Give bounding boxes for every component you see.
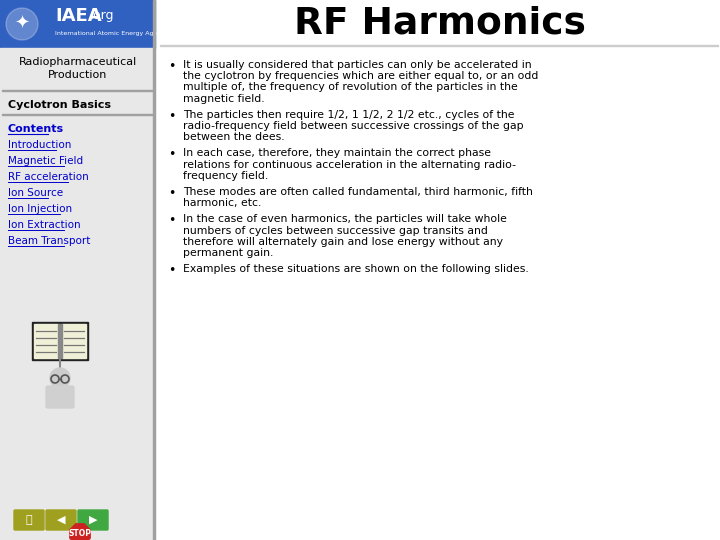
- Text: •: •: [168, 110, 176, 123]
- Text: •: •: [168, 148, 176, 161]
- Text: The particles then require 1/2, 1 1/2, 2 1/2 etc., cycles of the: The particles then require 1/2, 1 1/2, 2…: [183, 110, 515, 120]
- Text: RF acceleration: RF acceleration: [8, 172, 89, 182]
- Text: multiple of, the frequency of revolution of the particles in the: multiple of, the frequency of revolution…: [183, 83, 518, 92]
- Text: Introduction: Introduction: [8, 140, 71, 150]
- Text: frequency field.: frequency field.: [183, 171, 269, 181]
- Bar: [160, 45, 718, 46]
- Text: magnetic field.: magnetic field.: [183, 93, 265, 104]
- Text: •: •: [168, 187, 176, 200]
- Text: harmonic, etc.: harmonic, etc.: [183, 198, 261, 208]
- FancyBboxPatch shape: [46, 386, 74, 408]
- Bar: [2, 90, 153, 91]
- Text: Ion Source: Ion Source: [8, 188, 63, 198]
- Text: Magnetic Field: Magnetic Field: [8, 156, 83, 166]
- Text: It is usually considered that particles can only be accelerated in: It is usually considered that particles …: [183, 60, 531, 70]
- FancyBboxPatch shape: [14, 510, 44, 530]
- Text: Beam Transport: Beam Transport: [8, 236, 91, 246]
- Text: •: •: [168, 264, 176, 277]
- Text: ⏮: ⏮: [26, 515, 32, 525]
- Text: relations for continuous acceleration in the alternating radio-: relations for continuous acceleration in…: [183, 160, 516, 170]
- Text: •: •: [168, 214, 176, 227]
- Text: IAEA: IAEA: [55, 7, 102, 25]
- FancyBboxPatch shape: [78, 510, 108, 530]
- Bar: [58, 324, 62, 358]
- Bar: [153, 0, 155, 540]
- Text: radio-frequency field between successive crossings of the gap: radio-frequency field between successive…: [183, 121, 523, 131]
- Bar: [0, 0, 155, 48]
- Text: Ion Injection: Ion Injection: [8, 204, 72, 214]
- Text: In the case of even harmonics, the particles will take whole: In the case of even harmonics, the parti…: [183, 214, 507, 225]
- Circle shape: [50, 368, 70, 388]
- Text: ▶: ▶: [89, 515, 97, 525]
- Text: permanent gain.: permanent gain.: [183, 248, 274, 258]
- Bar: [0, 48, 155, 540]
- Text: between the dees.: between the dees.: [183, 132, 284, 142]
- Bar: [2, 114, 153, 115]
- Text: ✦: ✦: [14, 15, 30, 33]
- Text: •: •: [168, 60, 176, 73]
- Text: numbers of cycles between successive gap transits and: numbers of cycles between successive gap…: [183, 226, 488, 235]
- Text: ◀: ◀: [57, 515, 66, 525]
- Circle shape: [6, 8, 38, 40]
- Text: STOP: STOP: [68, 530, 91, 538]
- Text: .org: .org: [90, 10, 114, 23]
- Text: RF Harmonics: RF Harmonics: [294, 6, 586, 42]
- Text: Radiopharmaceutical: Radiopharmaceutical: [19, 57, 137, 67]
- Bar: [62, 324, 86, 358]
- Text: therefore will alternately gain and lose energy without any: therefore will alternately gain and lose…: [183, 237, 503, 247]
- Text: Ion Extraction: Ion Extraction: [8, 220, 81, 230]
- FancyBboxPatch shape: [46, 510, 76, 530]
- Text: Cyclotron Basics: Cyclotron Basics: [8, 100, 111, 110]
- Text: the cyclotron by frequencies which are either equal to, or an odd: the cyclotron by frequencies which are e…: [183, 71, 539, 81]
- Text: These modes are often called fundamental, third harmonic, fifth: These modes are often called fundamental…: [183, 187, 533, 197]
- Text: International Atomic Energy Agency: International Atomic Energy Agency: [55, 30, 168, 36]
- Text: Examples of these situations are shown on the following slides.: Examples of these situations are shown o…: [183, 264, 528, 274]
- Text: In each case, therefore, they maintain the correct phase: In each case, therefore, they maintain t…: [183, 148, 491, 158]
- Bar: [32, 322, 88, 360]
- Text: Contents: Contents: [8, 124, 64, 134]
- Text: Production: Production: [48, 70, 108, 80]
- Bar: [34, 324, 58, 358]
- Polygon shape: [70, 524, 90, 540]
